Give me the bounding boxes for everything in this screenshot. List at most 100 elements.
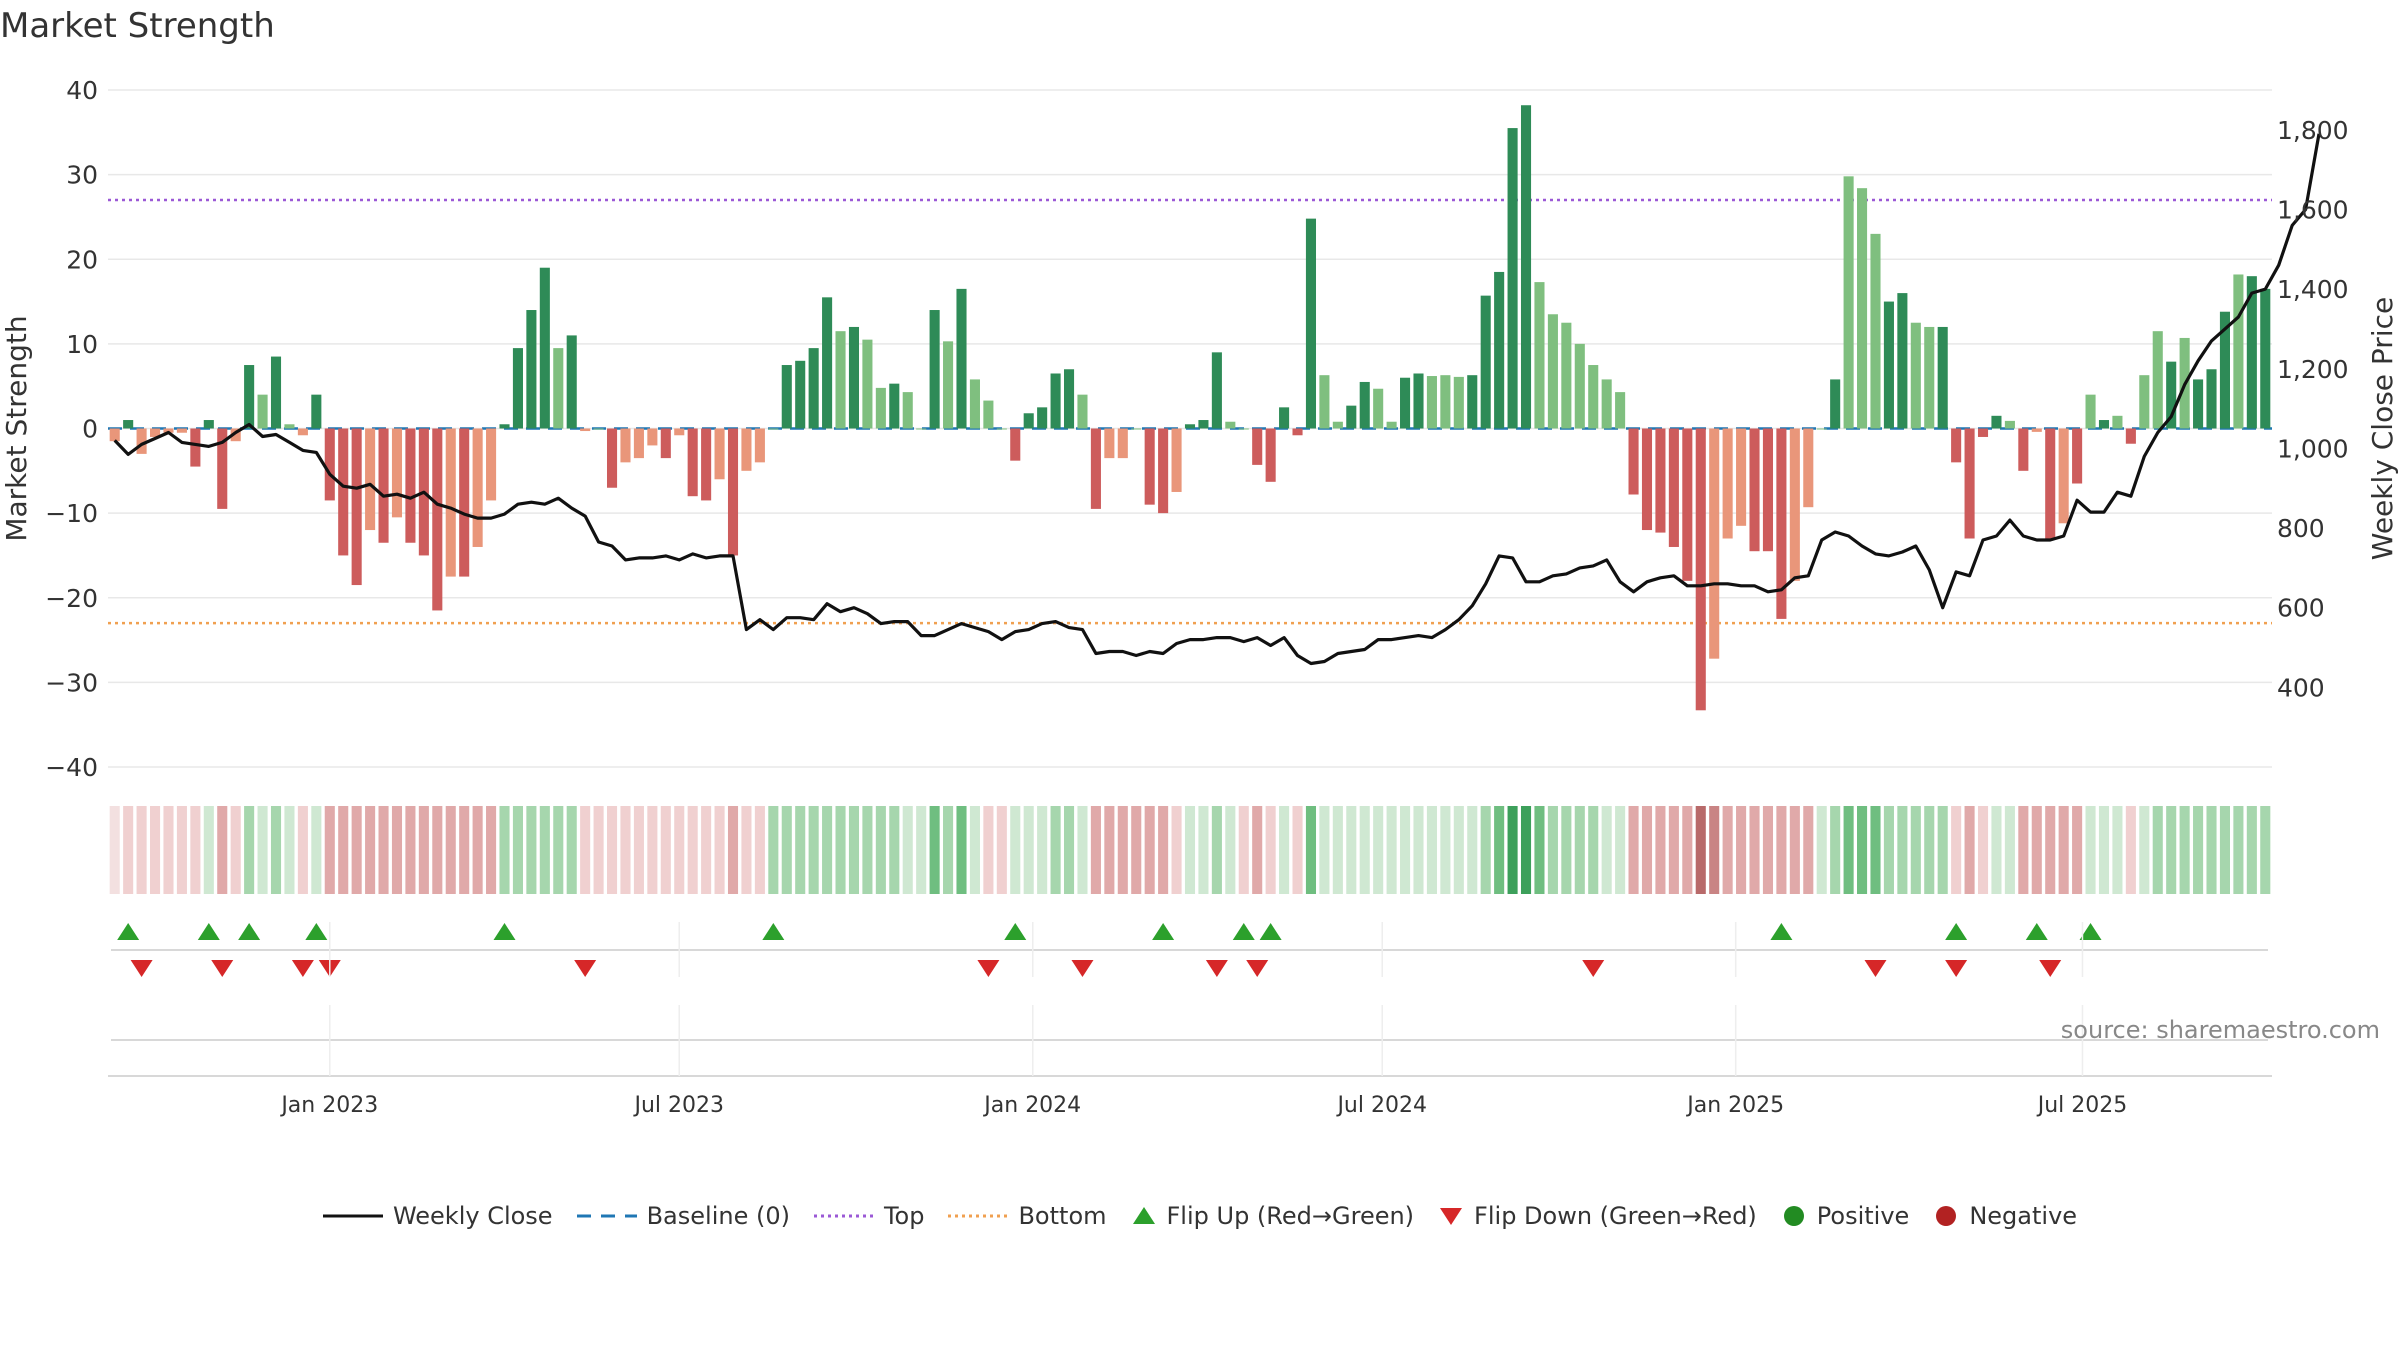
regime-cell bbox=[2166, 806, 2177, 894]
regime-cell bbox=[1023, 806, 1034, 894]
regime-cell bbox=[1104, 806, 1115, 894]
flip-down-marker bbox=[1071, 960, 1094, 977]
strength-bar bbox=[1749, 428, 1760, 552]
regime-cell bbox=[1977, 806, 1989, 894]
regime-cell bbox=[916, 806, 927, 894]
strength-bar bbox=[1063, 369, 1075, 429]
regime-cell bbox=[1789, 806, 1800, 894]
regime-cell bbox=[176, 806, 187, 894]
x-tick-label: Jul 2023 bbox=[632, 1093, 724, 1118]
strength-bar bbox=[606, 428, 618, 488]
regime-cell bbox=[270, 806, 282, 894]
regime-cell bbox=[2139, 806, 2150, 894]
strength-bar bbox=[996, 428, 1007, 430]
regime-cell bbox=[2085, 806, 2096, 894]
strength-bar bbox=[2072, 428, 2083, 484]
legend-label: Bottom bbox=[1018, 1202, 1107, 1230]
strength-bar bbox=[2018, 428, 2029, 471]
strength-bar bbox=[580, 428, 591, 432]
strength-bar bbox=[727, 428, 739, 556]
regime-cell bbox=[1440, 806, 1451, 894]
regime-cell bbox=[2152, 806, 2163, 894]
strength-bar bbox=[1897, 293, 1908, 429]
flip-down-marker bbox=[574, 960, 597, 977]
regime-cell bbox=[499, 806, 510, 894]
legend-symbol-icon bbox=[576, 1214, 637, 1218]
strength-bar bbox=[1332, 421, 1343, 429]
regime-cell bbox=[1494, 806, 1505, 894]
strength-bar bbox=[2260, 288, 2271, 429]
legend-item: Flip Up (Red→Green) bbox=[1131, 1202, 1414, 1230]
strength-bar bbox=[2152, 331, 2163, 429]
strength-bar bbox=[1023, 413, 1034, 429]
regime-cell bbox=[2058, 806, 2069, 894]
flip-markers bbox=[111, 923, 2268, 1041]
legend-label: Positive bbox=[1816, 1202, 1910, 1230]
strength-bar bbox=[203, 420, 214, 429]
strength-bar bbox=[620, 428, 631, 463]
left-tick-label: 20 bbox=[66, 245, 98, 274]
regime-cell bbox=[1413, 806, 1424, 894]
legend-item: Positive bbox=[1781, 1202, 1910, 1230]
regime-cell bbox=[1520, 806, 1532, 894]
strength-bar bbox=[1171, 428, 1182, 492]
regime-cell bbox=[795, 806, 806, 894]
strength-bar bbox=[1816, 428, 1827, 430]
strength-bar bbox=[512, 348, 523, 429]
strength-bar bbox=[2045, 428, 2056, 539]
left-tick-label: −30 bbox=[45, 668, 98, 697]
legend-symbol-icon bbox=[813, 1214, 874, 1218]
strength-bar bbox=[405, 428, 416, 543]
x-tick-label: Jan 2025 bbox=[1685, 1093, 1784, 1118]
regime-cell bbox=[1870, 806, 1881, 894]
regime-cell bbox=[163, 806, 174, 894]
regime-cell bbox=[1359, 806, 1370, 894]
strength-bar bbox=[1400, 377, 1411, 429]
legend-symbol-icon bbox=[1936, 1206, 1957, 1226]
regime-cell bbox=[2233, 806, 2244, 894]
strength-bar bbox=[633, 428, 644, 459]
right-tick-label: 1,600 bbox=[2277, 195, 2349, 224]
strength-bar bbox=[1090, 428, 1101, 509]
strength-bar bbox=[2125, 428, 2136, 444]
strength-bar bbox=[150, 428, 161, 437]
regime-cell bbox=[848, 806, 860, 894]
regime-cell bbox=[1655, 806, 1666, 894]
strength-bar bbox=[365, 428, 376, 531]
regime-cell bbox=[1131, 806, 1142, 894]
regime-cell bbox=[378, 806, 389, 894]
regime-cell bbox=[647, 806, 658, 894]
regime-cell bbox=[674, 806, 685, 894]
strength-bar bbox=[822, 297, 833, 429]
strength-bar bbox=[1910, 322, 1921, 429]
flip-up-marker bbox=[1945, 923, 1968, 940]
regime-cell bbox=[1897, 806, 1908, 894]
weekly-close-line bbox=[113, 133, 2321, 666]
regime-cell bbox=[768, 806, 779, 894]
regime-cell bbox=[297, 806, 308, 894]
regime-cell bbox=[2219, 806, 2230, 894]
regime-cell bbox=[190, 806, 201, 894]
legend-item: Top bbox=[813, 1202, 925, 1230]
strength-bar bbox=[553, 348, 564, 429]
strength-bar bbox=[2004, 420, 2015, 429]
strength-bar bbox=[566, 335, 577, 429]
legend-item: Baseline (0) bbox=[576, 1202, 790, 1230]
strength-bar bbox=[781, 365, 792, 429]
strength-bar bbox=[1494, 271, 1505, 429]
legend-symbol-icon bbox=[1783, 1206, 1804, 1226]
regime-cell bbox=[606, 806, 618, 894]
strength-bar bbox=[1628, 428, 1639, 495]
strength-bar bbox=[1534, 282, 1545, 429]
chart-title: Market Strength bbox=[0, 6, 275, 46]
strength-bar bbox=[526, 310, 537, 429]
regime-cell bbox=[109, 806, 120, 894]
regime-cell bbox=[2031, 806, 2042, 894]
strength-bar bbox=[1668, 428, 1679, 547]
legend-label: Top bbox=[883, 1202, 925, 1230]
strength-bar bbox=[1870, 233, 1881, 429]
legend-label: Baseline (0) bbox=[646, 1202, 790, 1230]
strength-bar bbox=[378, 428, 389, 543]
regime-cell bbox=[418, 806, 429, 894]
